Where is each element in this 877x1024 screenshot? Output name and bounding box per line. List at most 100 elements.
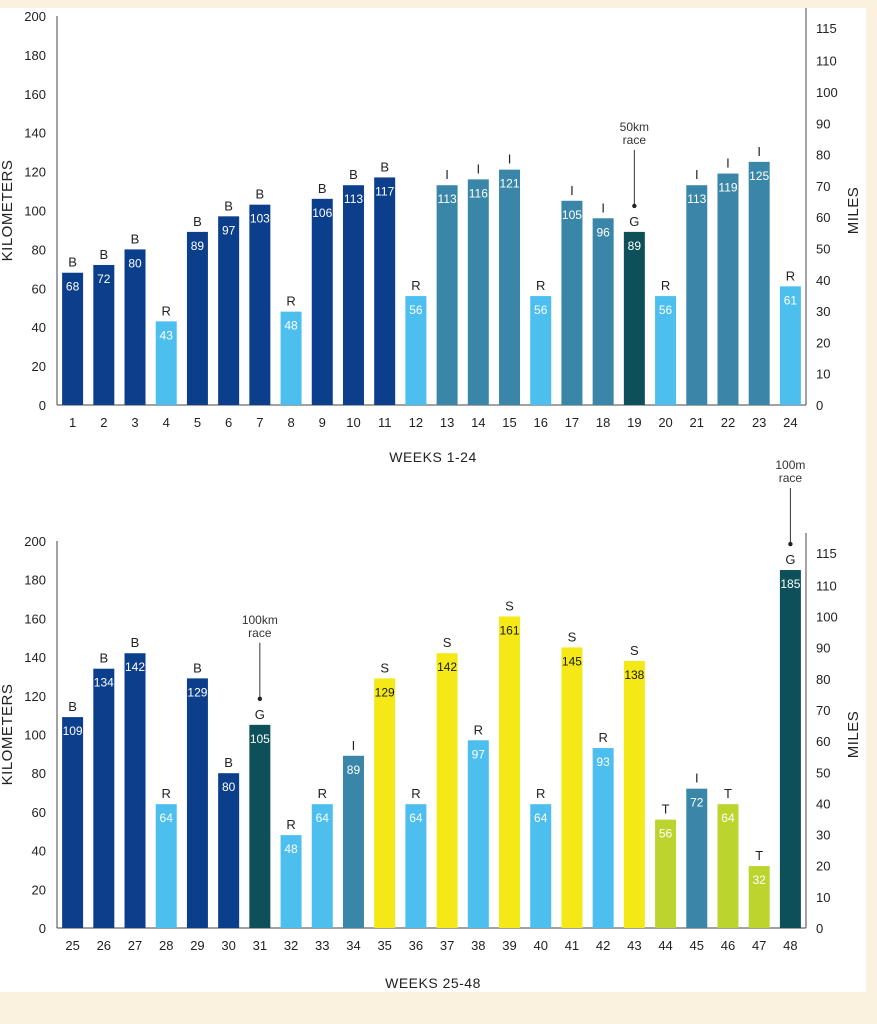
bar-type-label: T [662, 802, 670, 817]
y-tick-label-km: 200 [24, 534, 46, 549]
bar-value-label: 32 [753, 873, 767, 887]
bar-type-label: R [286, 817, 295, 832]
x-tick-label: 29 [190, 938, 204, 953]
x-tick-label: 45 [690, 938, 704, 953]
x-tick-label: 40 [533, 938, 547, 953]
y-tick-label-km: 0 [39, 921, 46, 936]
annotation-race-label: race [623, 133, 647, 147]
bar-week-2 [93, 264, 115, 405]
x-tick-label: 7 [256, 415, 263, 430]
bar-value-label: 105 [562, 208, 582, 222]
x-tick-label: 37 [440, 938, 454, 953]
bar-type-label: I [445, 167, 449, 182]
x-tick-label: 2 [100, 415, 107, 430]
x-tick-label: 48 [783, 938, 797, 953]
bar-value-label: 97 [222, 223, 236, 237]
bar-type-label: B [99, 247, 108, 262]
bar-week-22 [717, 173, 739, 405]
bar-value-label: 80 [222, 780, 236, 794]
x-tick-label: 43 [627, 938, 641, 953]
bar-week-34 [342, 755, 364, 928]
bar-week-18 [592, 218, 614, 405]
bar-type-label: R [162, 786, 171, 801]
bar-type-label: R [474, 722, 483, 737]
bar-type-label: B [256, 187, 265, 202]
bar-value-label: 129 [187, 685, 207, 699]
x-tick-label: 19 [627, 415, 641, 430]
bar-week-43 [623, 660, 645, 928]
bar-value-label: 72 [97, 272, 111, 286]
bar-type-label: R [661, 278, 670, 293]
bar-week-7 [249, 204, 271, 405]
y-tick-label-km: 60 [32, 805, 46, 820]
bar-week-21 [686, 185, 708, 405]
x-tick-label: 23 [752, 415, 766, 430]
bar-week-1 [62, 272, 84, 405]
bar-value-label: 125 [749, 169, 769, 183]
y-tick-label-miles: 0 [816, 398, 823, 413]
x-tick-label: 26 [97, 938, 111, 953]
y-tick-label-km: 160 [24, 611, 46, 626]
bar-value-label: 56 [659, 827, 673, 841]
x-tick-label: 25 [65, 938, 79, 953]
x-axis-title: WEEKS 25-48 [385, 975, 481, 991]
bar-week-25 [62, 717, 84, 928]
bar-type-label: T [724, 786, 732, 801]
x-tick-label: 30 [221, 938, 235, 953]
x-tick-label: 34 [346, 938, 360, 953]
bar-week-39 [499, 616, 521, 928]
x-tick-label: 36 [409, 938, 423, 953]
bar-value-label: 64 [160, 811, 174, 825]
bar-value-label: 105 [250, 732, 270, 746]
bar-value-label: 96 [596, 225, 610, 239]
bar-week-35 [374, 678, 396, 928]
bar-type-label: B [193, 214, 202, 229]
bar-type-label: S [505, 598, 514, 613]
bar-value-label: 56 [409, 303, 423, 317]
y-tick-label-km: 0 [39, 398, 46, 413]
bar-value-label: 129 [375, 685, 395, 699]
y-tick-label-km: 20 [32, 359, 46, 374]
bar-value-label: 106 [312, 206, 332, 220]
x-tick-label: 13 [440, 415, 454, 430]
y-tick-label-km: 120 [24, 689, 46, 704]
y-tick-label-miles: 20 [816, 335, 830, 350]
bar-week-45 [686, 788, 708, 928]
x-tick-label: 24 [783, 415, 797, 430]
bar-week-20 [655, 296, 677, 405]
x-tick-label: 14 [471, 415, 485, 430]
x-tick-label: 33 [315, 938, 329, 953]
bar-week-3 [124, 249, 146, 405]
y-tick-label-km: 140 [24, 126, 46, 141]
annotation-pointer-dot [632, 203, 637, 209]
bar-type-label: I [477, 161, 481, 176]
y-tick-label-miles: 10 [816, 367, 830, 382]
bar-value-label: 121 [500, 177, 520, 191]
bar-type-label: G [785, 552, 795, 567]
bar-type-label: B [131, 635, 140, 650]
bar-type-label: B [224, 755, 233, 770]
y-tick-label-km: 140 [24, 650, 46, 665]
bar-value-label: 93 [596, 755, 610, 769]
y-tick-label-km: 80 [32, 242, 46, 257]
bar-week-11 [374, 177, 396, 405]
x-tick-label: 16 [533, 415, 547, 430]
bar-value-label: 61 [784, 293, 798, 307]
x-tick-label: 15 [502, 415, 516, 430]
bar-week-8 [280, 311, 302, 405]
y-tick-label-miles: 110 [816, 578, 837, 593]
y-tick-label-km: 80 [32, 766, 46, 781]
bar-type-label: R [536, 278, 545, 293]
y-tick-label-miles: 50 [816, 241, 830, 256]
bar-type-label: T [755, 848, 763, 863]
y-tick-label-miles: 110 [816, 54, 837, 69]
y-tick-label-km: 60 [32, 281, 46, 296]
y-tick-label-miles: 40 [816, 796, 830, 811]
bar-value-label: 48 [284, 319, 298, 333]
annotation-race-distance: 100km [242, 613, 278, 627]
bar-week-6 [218, 216, 240, 405]
bar-type-label: R [598, 730, 607, 745]
bar-type-label: B [349, 167, 358, 182]
bar-value-label: 56 [659, 303, 673, 317]
